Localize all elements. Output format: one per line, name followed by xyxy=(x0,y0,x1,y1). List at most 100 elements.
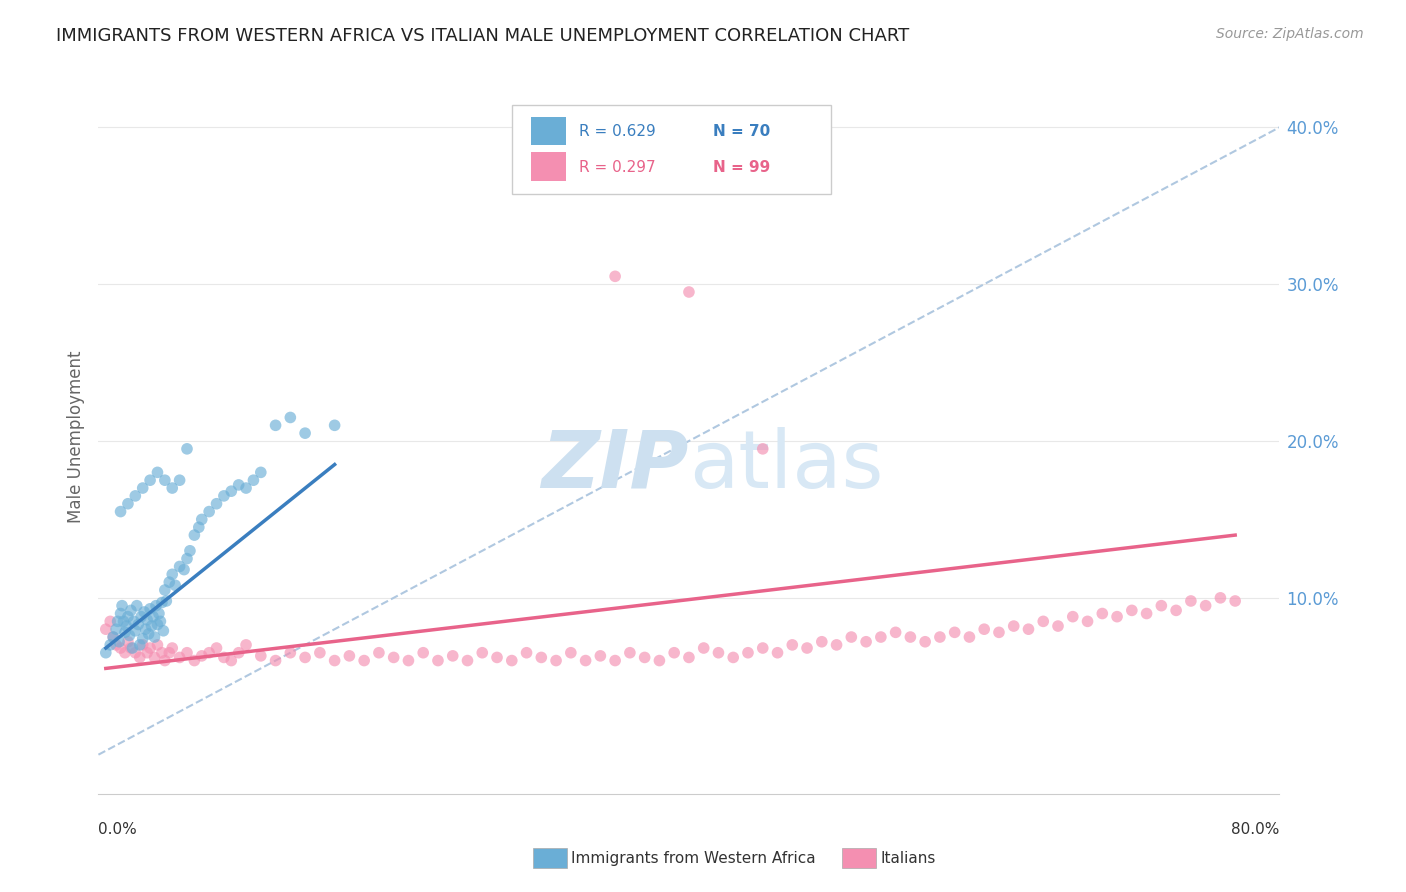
Point xyxy=(110,607,132,621)
Text: ZIP: ZIP xyxy=(541,426,689,505)
Point xyxy=(914,634,936,648)
Point xyxy=(108,634,131,648)
Point xyxy=(129,609,152,624)
Text: Immigrants from Western Africa: Immigrants from Western Africa xyxy=(571,851,815,865)
Point xyxy=(139,640,162,655)
Point xyxy=(987,625,1010,640)
Point xyxy=(309,646,332,660)
Point xyxy=(132,632,155,646)
Text: R = 0.629: R = 0.629 xyxy=(579,124,655,139)
Point xyxy=(501,654,523,668)
Point xyxy=(1121,603,1143,617)
Point xyxy=(153,654,176,668)
Point xyxy=(124,489,146,503)
Point xyxy=(138,627,160,641)
Point xyxy=(219,484,242,499)
Point xyxy=(515,646,537,660)
Point xyxy=(117,634,139,648)
Point xyxy=(124,646,146,660)
Point xyxy=(973,622,995,636)
Point xyxy=(648,654,671,668)
Point xyxy=(546,654,568,668)
Point xyxy=(1062,609,1084,624)
Point xyxy=(1195,599,1218,613)
Point xyxy=(105,638,128,652)
Point xyxy=(110,505,132,519)
Point xyxy=(117,609,139,624)
Point xyxy=(1135,607,1157,621)
Point xyxy=(153,473,176,487)
Point xyxy=(176,442,198,456)
Point xyxy=(176,646,198,660)
Point xyxy=(928,630,950,644)
Point xyxy=(796,640,818,655)
Point xyxy=(1164,603,1187,617)
Point xyxy=(884,625,907,640)
Text: 80.0%: 80.0% xyxy=(1232,822,1279,837)
Point xyxy=(152,624,174,638)
Point xyxy=(605,654,627,668)
Point xyxy=(115,619,138,633)
Point xyxy=(633,650,655,665)
Point xyxy=(456,654,478,668)
Point xyxy=(219,654,242,668)
Point xyxy=(737,646,759,660)
Point xyxy=(235,638,257,652)
Point xyxy=(145,599,167,613)
Point xyxy=(150,646,173,660)
Text: Italians: Italians xyxy=(880,851,935,865)
Point xyxy=(103,630,125,644)
Point xyxy=(619,646,641,660)
Point xyxy=(118,628,141,642)
Point xyxy=(1209,591,1232,605)
Point xyxy=(486,650,509,665)
Point xyxy=(162,567,183,582)
Point xyxy=(228,478,250,492)
Point xyxy=(530,650,553,665)
Point xyxy=(412,646,434,660)
Point xyxy=(212,650,235,665)
Point xyxy=(264,418,287,433)
Point xyxy=(132,481,155,495)
Point xyxy=(157,575,180,590)
Point xyxy=(751,442,773,456)
Point xyxy=(766,646,789,660)
Point xyxy=(143,630,166,644)
Point xyxy=(264,654,287,668)
Point xyxy=(782,638,804,652)
Point xyxy=(94,646,117,660)
Point xyxy=(294,426,316,441)
Point xyxy=(111,599,134,613)
Point xyxy=(1150,599,1173,613)
Point xyxy=(120,603,142,617)
Point xyxy=(560,646,582,660)
Text: N = 70: N = 70 xyxy=(713,124,770,139)
Point xyxy=(120,640,142,655)
Point xyxy=(959,630,981,644)
Point xyxy=(751,640,773,655)
Point xyxy=(169,559,191,574)
Point xyxy=(441,648,464,663)
Point xyxy=(94,622,117,636)
Point xyxy=(678,285,700,299)
Point xyxy=(1002,619,1025,633)
Point xyxy=(323,654,346,668)
Point xyxy=(205,640,228,655)
Point xyxy=(323,418,346,433)
Point xyxy=(212,489,235,503)
Point xyxy=(173,563,195,577)
Point xyxy=(117,497,139,511)
Point xyxy=(105,622,128,636)
Point xyxy=(900,630,922,644)
Point xyxy=(664,646,686,660)
Point xyxy=(136,646,159,660)
Point xyxy=(176,551,198,566)
Point xyxy=(250,466,273,480)
Point xyxy=(339,648,360,663)
Text: 0.0%: 0.0% xyxy=(98,822,138,837)
Point xyxy=(198,646,221,660)
Point xyxy=(205,497,228,511)
Point xyxy=(228,646,250,660)
Point xyxy=(183,654,205,668)
Point xyxy=(353,654,375,668)
